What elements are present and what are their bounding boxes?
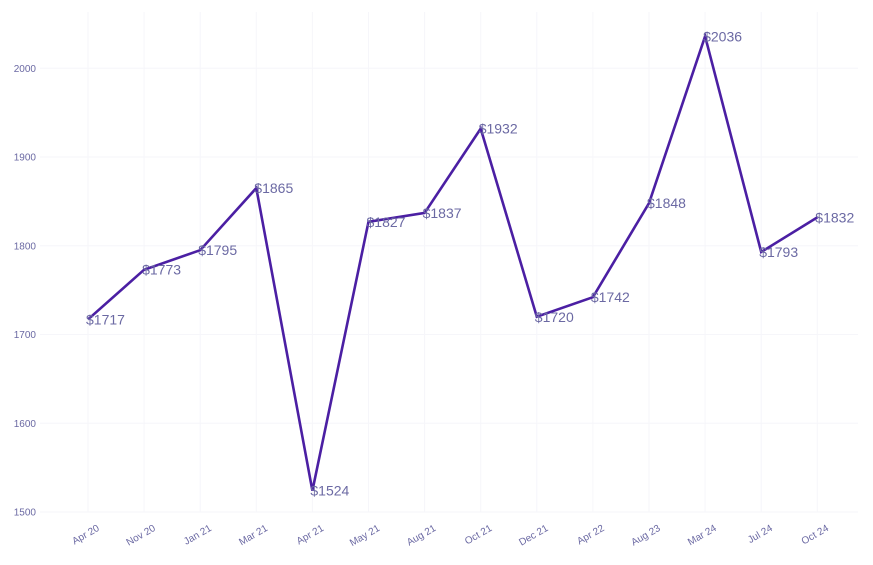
x-tick-label: May 21 [348, 523, 382, 549]
data-label: $1795 [198, 242, 237, 258]
y-tick-label: 1600 [14, 419, 37, 430]
y-tick-label: 1700 [14, 330, 37, 341]
data-label: $1837 [423, 205, 462, 221]
x-tick-label: Apr 21 [295, 523, 326, 547]
data-label: $1793 [759, 244, 798, 260]
data-label: $2036 [703, 28, 742, 44]
x-tick-label: Aug 21 [405, 523, 438, 549]
x-tick-label: Apr 20 [70, 523, 101, 547]
series-line [87, 31, 818, 491]
x-tick-label: Aug 23 [630, 523, 663, 549]
grid [40, 12, 858, 513]
x-tick-label: Oct 24 [800, 523, 831, 547]
y-tick-label: 1900 [14, 153, 37, 164]
data-label: $1865 [254, 180, 293, 196]
x-tick-label: Jul 24 [746, 523, 775, 546]
y-tick-label: 1800 [14, 241, 37, 252]
x-tick-label: Mar 21 [237, 523, 270, 548]
y-axis: 1500 1600 1700 1800 1900 2000 [14, 64, 37, 519]
data-label: $1720 [535, 309, 574, 325]
x-tick-label: Nov 20 [125, 523, 158, 549]
data-label: $1773 [142, 262, 181, 278]
data-label: $1717 [86, 311, 125, 327]
data-label: $1932 [479, 121, 518, 137]
data-label: $1524 [310, 483, 349, 499]
x-tick-label: Jan 21 [182, 523, 214, 548]
data-label: $1832 [815, 209, 854, 225]
x-tick-label: Oct 21 [463, 523, 494, 547]
data-label: $1848 [647, 195, 686, 211]
x-tick-label: Mar 24 [686, 523, 719, 548]
y-tick-label: 1500 [14, 508, 37, 519]
x-tick-label: Apr 22 [575, 523, 606, 547]
y-tick-label: 2000 [14, 64, 37, 75]
data-label: $1742 [591, 289, 630, 305]
data-labels: $1717 $1773 $1795 $1865 $1524 $1827 $1837 $1932… [86, 28, 854, 498]
x-axis: Apr 20 Nov 20 Jan 21 Mar 21 Apr 21 May 21 Aug … [70, 523, 831, 549]
data-label: $1827 [367, 214, 406, 230]
x-tick-label: Dec 21 [517, 523, 550, 549]
